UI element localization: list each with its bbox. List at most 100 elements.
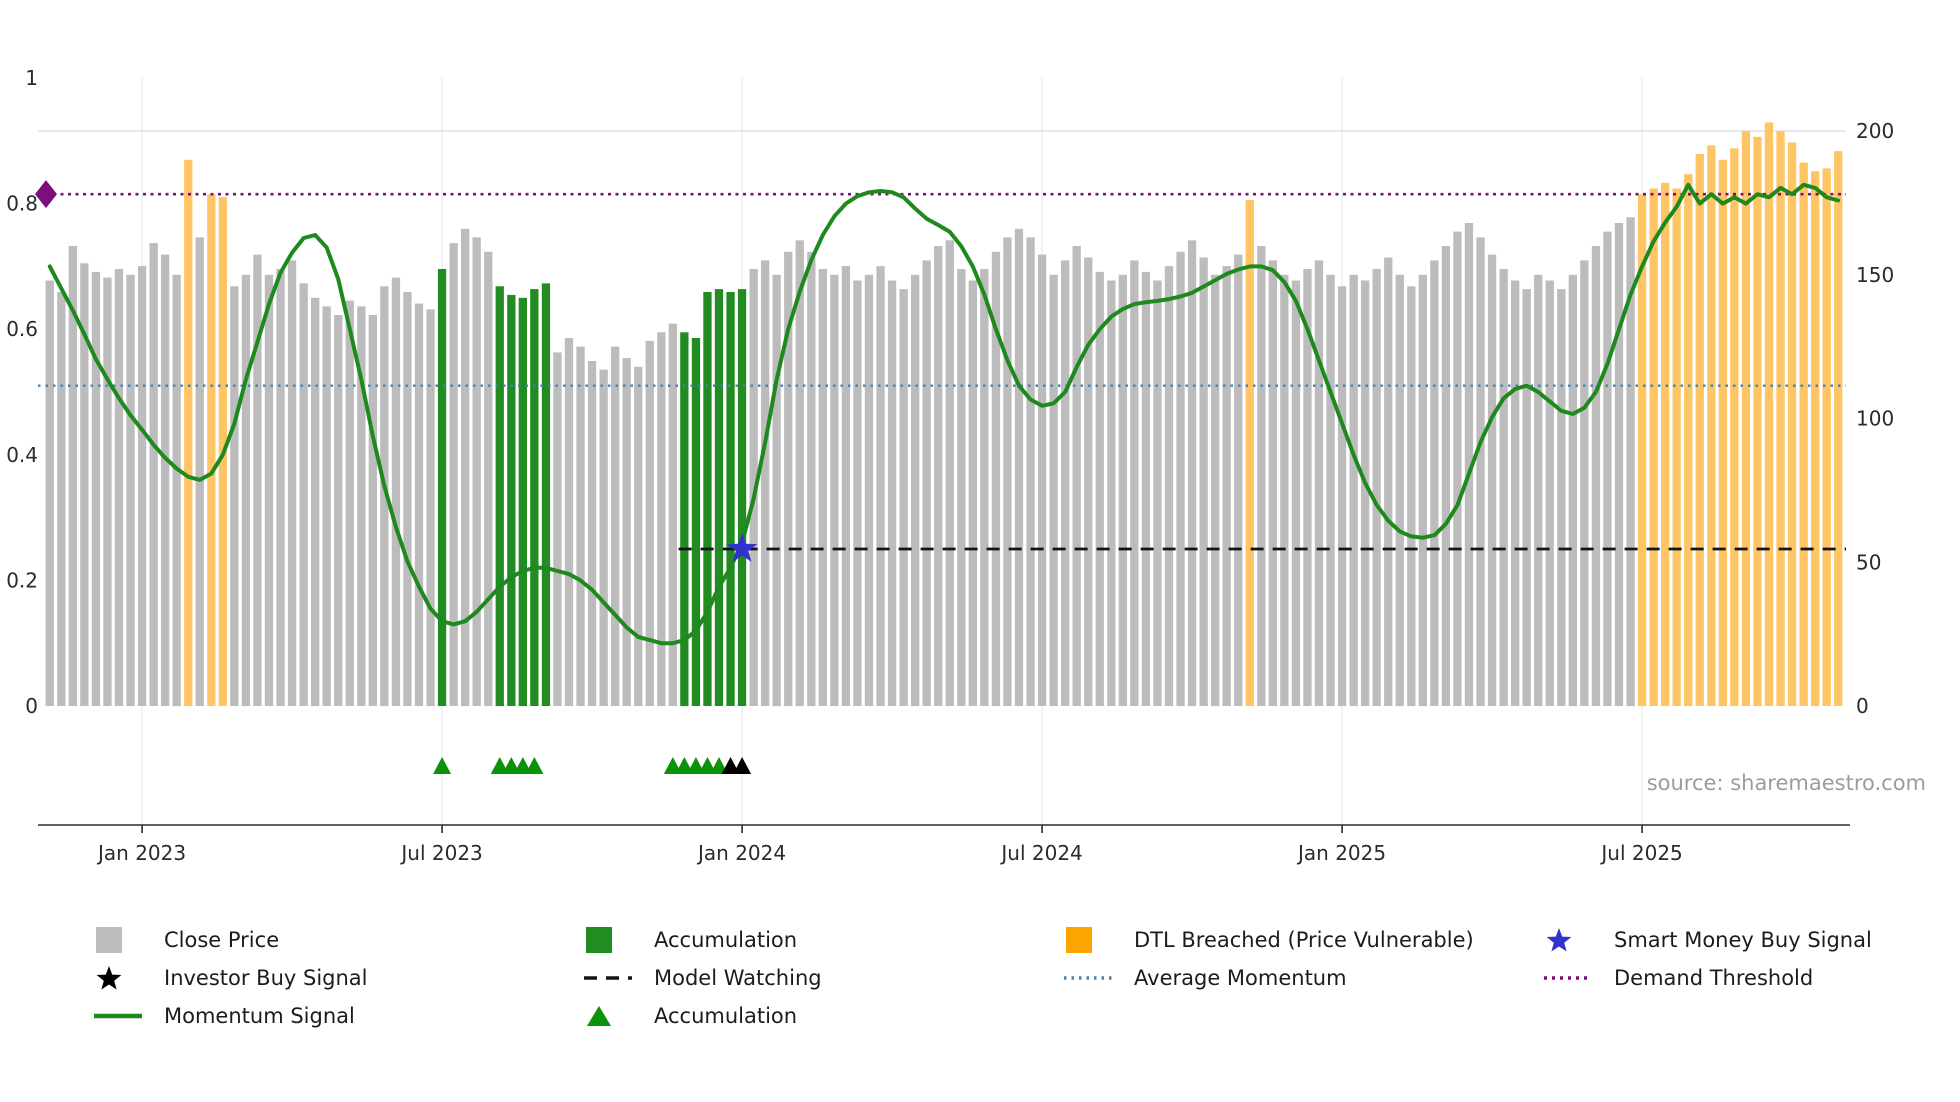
close-price-swatch-icon — [92, 925, 154, 955]
dtl-breached-bar — [1684, 174, 1693, 707]
close-price-bar — [322, 306, 331, 706]
close-price-bar — [1199, 257, 1208, 706]
accumulation-bar — [437, 269, 447, 706]
black-dashed-line-icon — [582, 972, 644, 984]
close-price-bar — [1037, 254, 1047, 706]
close-price-bar — [126, 274, 135, 707]
close-price-bar — [1384, 257, 1393, 706]
close-price-bar — [599, 369, 608, 706]
dtl-breached-bar — [207, 194, 216, 707]
close-price-bar — [634, 366, 643, 707]
close-price-bar — [1557, 289, 1566, 706]
momentum-signal-line — [47, 182, 1841, 646]
close-price-bar — [426, 309, 435, 707]
close-price-bar — [391, 277, 401, 706]
close-price-bar — [622, 358, 631, 706]
close-price-bar — [345, 300, 354, 706]
green-triangle-icon — [582, 1002, 644, 1030]
investor-buy-triangle-icon — [733, 757, 752, 774]
close-price-bar — [1626, 217, 1635, 707]
close-price-bar — [1487, 254, 1497, 706]
close-price-bar — [830, 274, 839, 707]
legend-label: Smart Money Buy Signal — [1614, 928, 1872, 952]
close-price-bar — [172, 274, 181, 707]
right-axis-tick-label: 100 — [1856, 407, 1894, 431]
close-price-bar — [645, 340, 654, 706]
close-price-bar — [1153, 280, 1162, 706]
close-price-bar — [1084, 257, 1093, 706]
x-axis-tick-label: Jul 2025 — [1599, 841, 1682, 865]
close-price-bar — [1222, 266, 1231, 706]
close-price-bar — [161, 254, 170, 706]
close-price-bar — [1141, 271, 1151, 706]
accumulation-triangle-icon — [502, 757, 521, 774]
orange-square-icon — [1062, 925, 1124, 955]
close-price-bar — [80, 263, 89, 707]
close-price-bar — [1614, 223, 1624, 706]
legend-item-investor-buy-signal: Investor Buy Signal — [92, 959, 368, 997]
close-price-bar — [311, 297, 320, 707]
close-price-bar — [1130, 260, 1139, 706]
close-price-bar — [1187, 240, 1197, 707]
dtl-breached-bar — [1718, 159, 1727, 707]
close-price-bar — [1049, 274, 1058, 707]
close-price-bar — [611, 346, 620, 706]
legend-label: Momentum Signal — [164, 1004, 355, 1028]
dtl-breached-bar — [1649, 188, 1658, 706]
close-price-bar — [945, 240, 954, 707]
dtl-breached-bar — [1787, 142, 1797, 706]
close-price-bar — [461, 228, 470, 707]
close-price-bar — [761, 260, 770, 706]
close-price-bar — [1476, 237, 1485, 706]
close-price-bar — [1095, 271, 1104, 706]
close-price-bar — [864, 274, 874, 707]
close-price-bar — [1361, 280, 1370, 706]
close-price-bar — [922, 260, 931, 706]
blue-dotted-line-icon — [1062, 972, 1124, 984]
dtl-breached-bar — [1811, 171, 1820, 707]
close-price-bar — [137, 266, 147, 706]
accumulation-triangle-icon — [675, 757, 694, 774]
dtl-breached-bar — [1661, 182, 1670, 707]
close-price-bar — [449, 243, 458, 706]
close-price-bar — [1453, 231, 1462, 706]
close-price-bar — [1026, 237, 1035, 706]
close-price-bar — [1257, 246, 1266, 706]
close-price-bar — [1107, 280, 1116, 706]
left-axis-tick-label: 0.2 — [6, 568, 38, 592]
close-price-bar — [91, 271, 101, 706]
close-price-bar — [1430, 260, 1439, 706]
accumulation-bar — [530, 289, 539, 706]
close-price-bar — [968, 280, 977, 706]
accumulation-triangle-icon — [686, 757, 705, 774]
legend-label: Investor Buy Signal — [164, 966, 368, 990]
close-price-bar — [1511, 280, 1520, 706]
accumulation-triangle-icon — [513, 757, 532, 774]
close-price-bar — [403, 292, 412, 706]
close-price-bar — [911, 274, 920, 707]
accumulation-bar — [518, 297, 527, 707]
left-axis-tick-label: 1 — [25, 66, 38, 90]
dtl-breached-bar — [1730, 148, 1739, 707]
accumulation-bar — [680, 332, 689, 707]
close-price-bar — [784, 251, 793, 707]
dtl-breached-bar — [1822, 168, 1831, 706]
close-price-bar — [887, 280, 897, 706]
legend-label: Close Price — [164, 928, 280, 952]
legend-item-demand-threshold: Demand Threshold — [1542, 959, 1872, 997]
dtl-breached-bar — [1695, 154, 1704, 706]
close-price-bar — [576, 346, 585, 706]
close-price-bar — [1580, 260, 1589, 706]
close-price-bar — [1464, 223, 1474, 706]
close-price-bar — [1280, 274, 1289, 707]
close-price-bar — [1545, 280, 1554, 706]
close-price-bar — [57, 292, 66, 706]
accumulation-triangle-icon — [710, 757, 728, 774]
close-price-bar — [564, 338, 574, 706]
legend-item-accumulation-bar: Accumulation — [582, 921, 822, 959]
accumulation-square-icon — [582, 925, 644, 955]
dtl-breached-bar — [1764, 122, 1774, 706]
close-price-bar — [807, 251, 816, 707]
close-price-bar — [1164, 266, 1174, 706]
